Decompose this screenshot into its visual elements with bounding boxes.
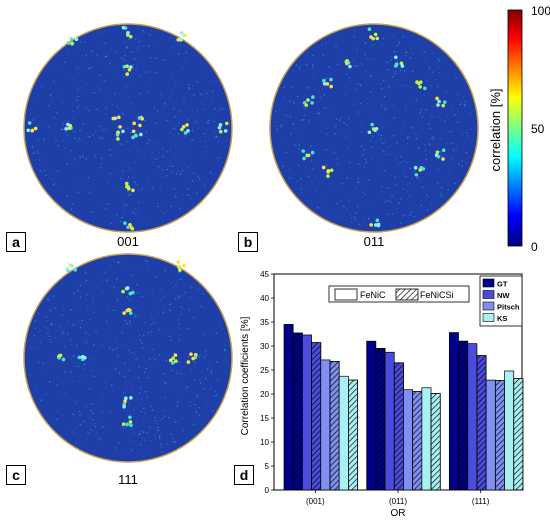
panel-tag-c: c [6,465,26,485]
pole-figure-b-spots [273,27,473,228]
y-axis-label: Correlation coefficients [%] [240,316,251,435]
legend-swatch-ks [482,313,495,322]
colorbar-gradient [507,9,523,247]
bar-hatch-gt [458,340,469,491]
bar-gt-fenic [366,340,377,491]
pole-figure-c-spots [29,259,227,458]
bar-hatch-gt [375,348,386,491]
bar-hatch-pitsch [494,380,505,491]
bar-nw-fenic [384,351,395,491]
legend-label-pitsch: Pitsch [497,303,520,312]
bar-hatch-nw [393,362,404,491]
bar-pitsch-fenic [403,389,414,491]
legend-label-gt: GT [497,280,508,289]
colorbar-tick-0: 0 [531,240,538,254]
bar-ks-fenic [338,375,349,491]
chart-bars [283,324,524,491]
bar-nw-fenic [467,343,478,491]
y-tick-label: 20 [260,390,269,399]
bar-hatch-pitsch [412,391,423,491]
panel-tag-d: d [234,465,254,485]
legend-label-fenic: FeNiC [360,290,386,300]
bar-pitsch-fenic [320,359,331,491]
bar-hatch-ks [513,378,524,491]
legend-swatch-fenicsi [395,288,419,301]
bar-ks-fenic [504,370,515,491]
bar-nw-fenic [302,334,312,491]
bar-hatch-nw [311,342,322,491]
legend-label-ks: KS [497,314,507,323]
colorbar-tick-100: 100 [531,4,550,18]
colorbar-label: correlation [%] [488,88,503,171]
x-tick-label: (111) [472,497,490,506]
y-tick-label: 5 [265,462,270,471]
bar-hatch-gt [292,332,303,491]
x-axis-label: OR [391,508,406,519]
bar-chart: 0 5 10 15 20 25 30 35 40 45 (001) (011) (111) FeNiC … [240,270,524,519]
y-tick-label: 0 [265,486,270,495]
x-tick-label: (011) [389,497,407,506]
y-tick-label: 10 [260,438,269,447]
bar-hatch-pitsch [329,361,340,491]
caption-011: 011 [363,234,385,249]
panel-tag-b: b [238,232,258,252]
pole-figure-b [269,23,479,233]
y-tick-label: 40 [260,294,269,303]
caption-001: 001 [117,234,139,249]
panel-tag-a: a [6,232,26,252]
colorbar: correlation [%] 100 50 0 [488,4,550,254]
legend-swatch-gt [482,278,495,288]
pole-figure-a-spots [26,25,229,231]
y-tick-label: 25 [260,366,269,375]
bar-hatch-nw [476,355,487,491]
bar-hatch-ks [430,393,441,491]
legend-swatch-pitsch [482,301,495,311]
bar-hatch-ks [348,379,358,491]
y-tick-label: 15 [260,414,269,423]
bar-pitsch-fenic [485,379,496,491]
x-tick-label: (001) [306,497,325,506]
colorbar-tick-50: 50 [531,122,545,136]
y-tick-label: 30 [260,342,269,351]
bar-gt-fenic [448,332,459,491]
legend-swatch-nw [482,290,495,299]
y-tick-label: 35 [260,318,269,327]
legend-label-fenicsi: FeNiCSi [420,290,454,300]
legend-label-nw: NW [497,291,510,300]
bar-ks-fenic [421,387,432,491]
legend-material: FeNiC FeNiCSi [328,285,470,303]
legend-series: GT NW Pitsch KS [479,275,523,327]
legend-swatch-fenic [334,288,358,301]
y-tick-label: 45 [260,270,269,279]
pole-figure-c [23,253,233,463]
caption-111: 111 [118,472,138,487]
pole-figure-a [23,23,233,233]
bar-gt-fenic [283,324,294,491]
